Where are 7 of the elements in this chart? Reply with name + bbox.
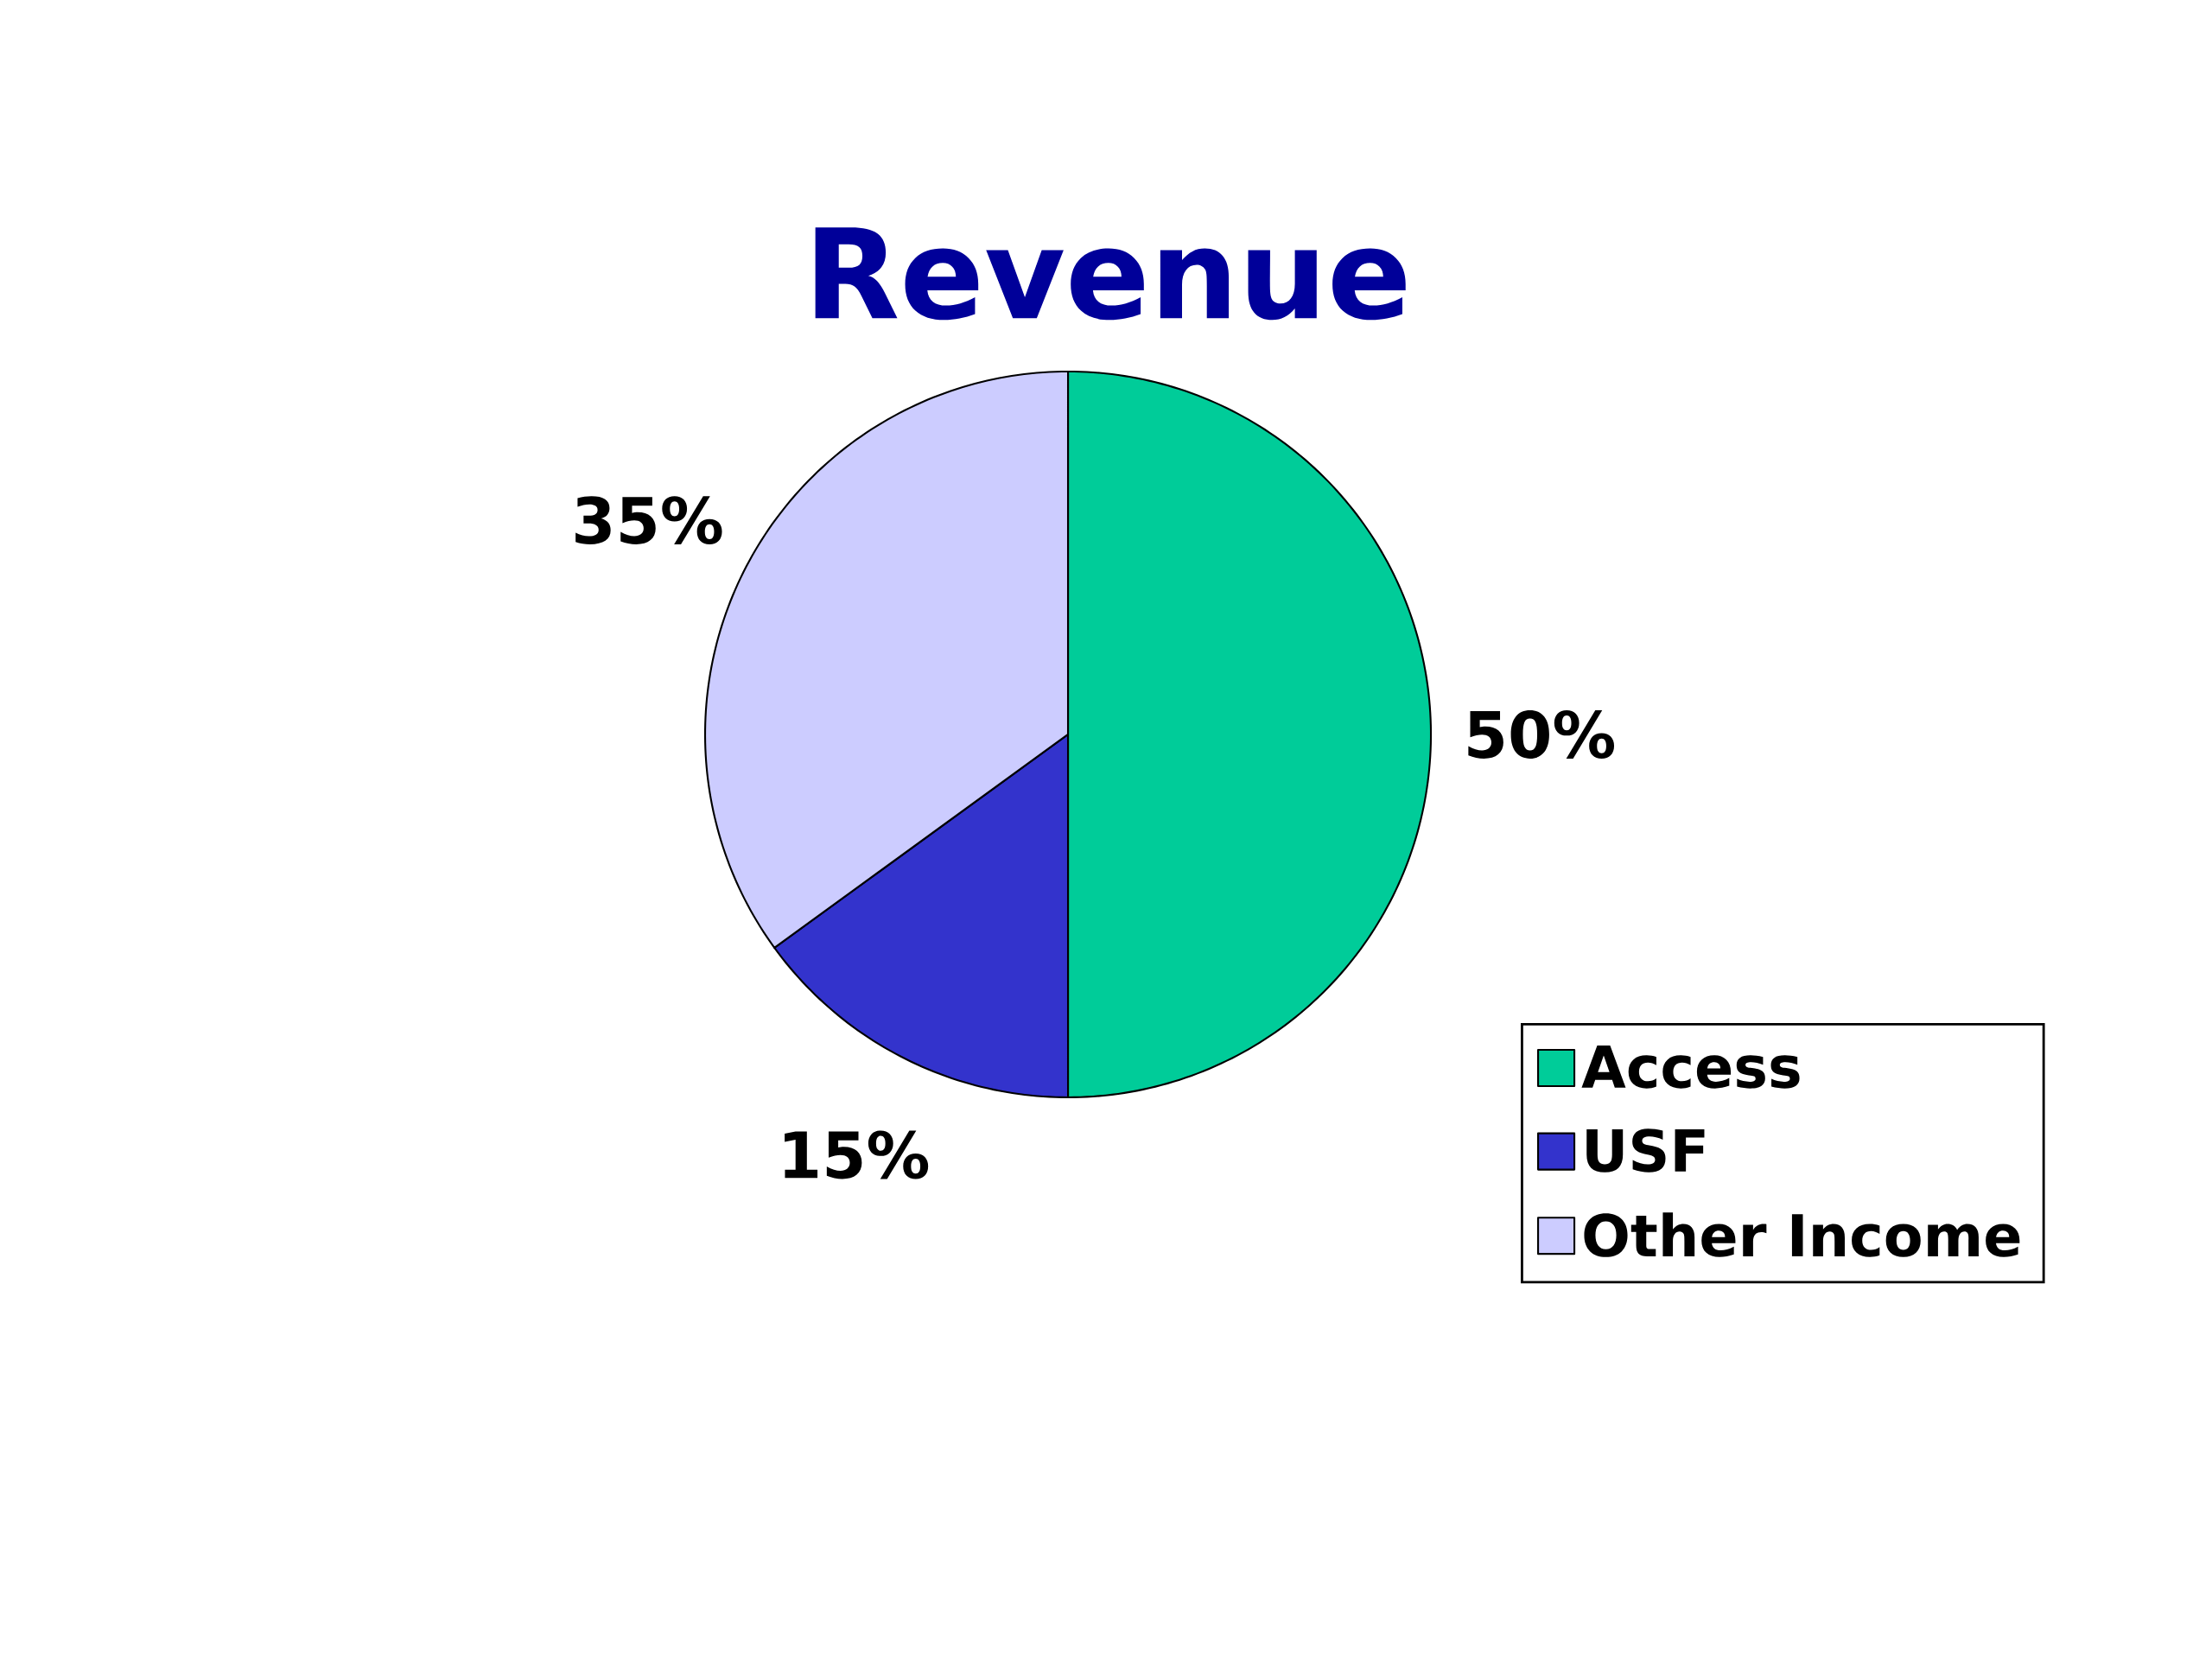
chart-title: Revenue [815,227,1406,321]
data-label: 15% [785,1130,929,1179]
legend-label: Other Income [1584,1212,2020,1257]
legend-label: Access [1581,1046,1800,1089]
legend-label: USF [1586,1128,1705,1173]
data-label: 50% [1468,710,1615,759]
data-label: 35% [575,496,722,544]
